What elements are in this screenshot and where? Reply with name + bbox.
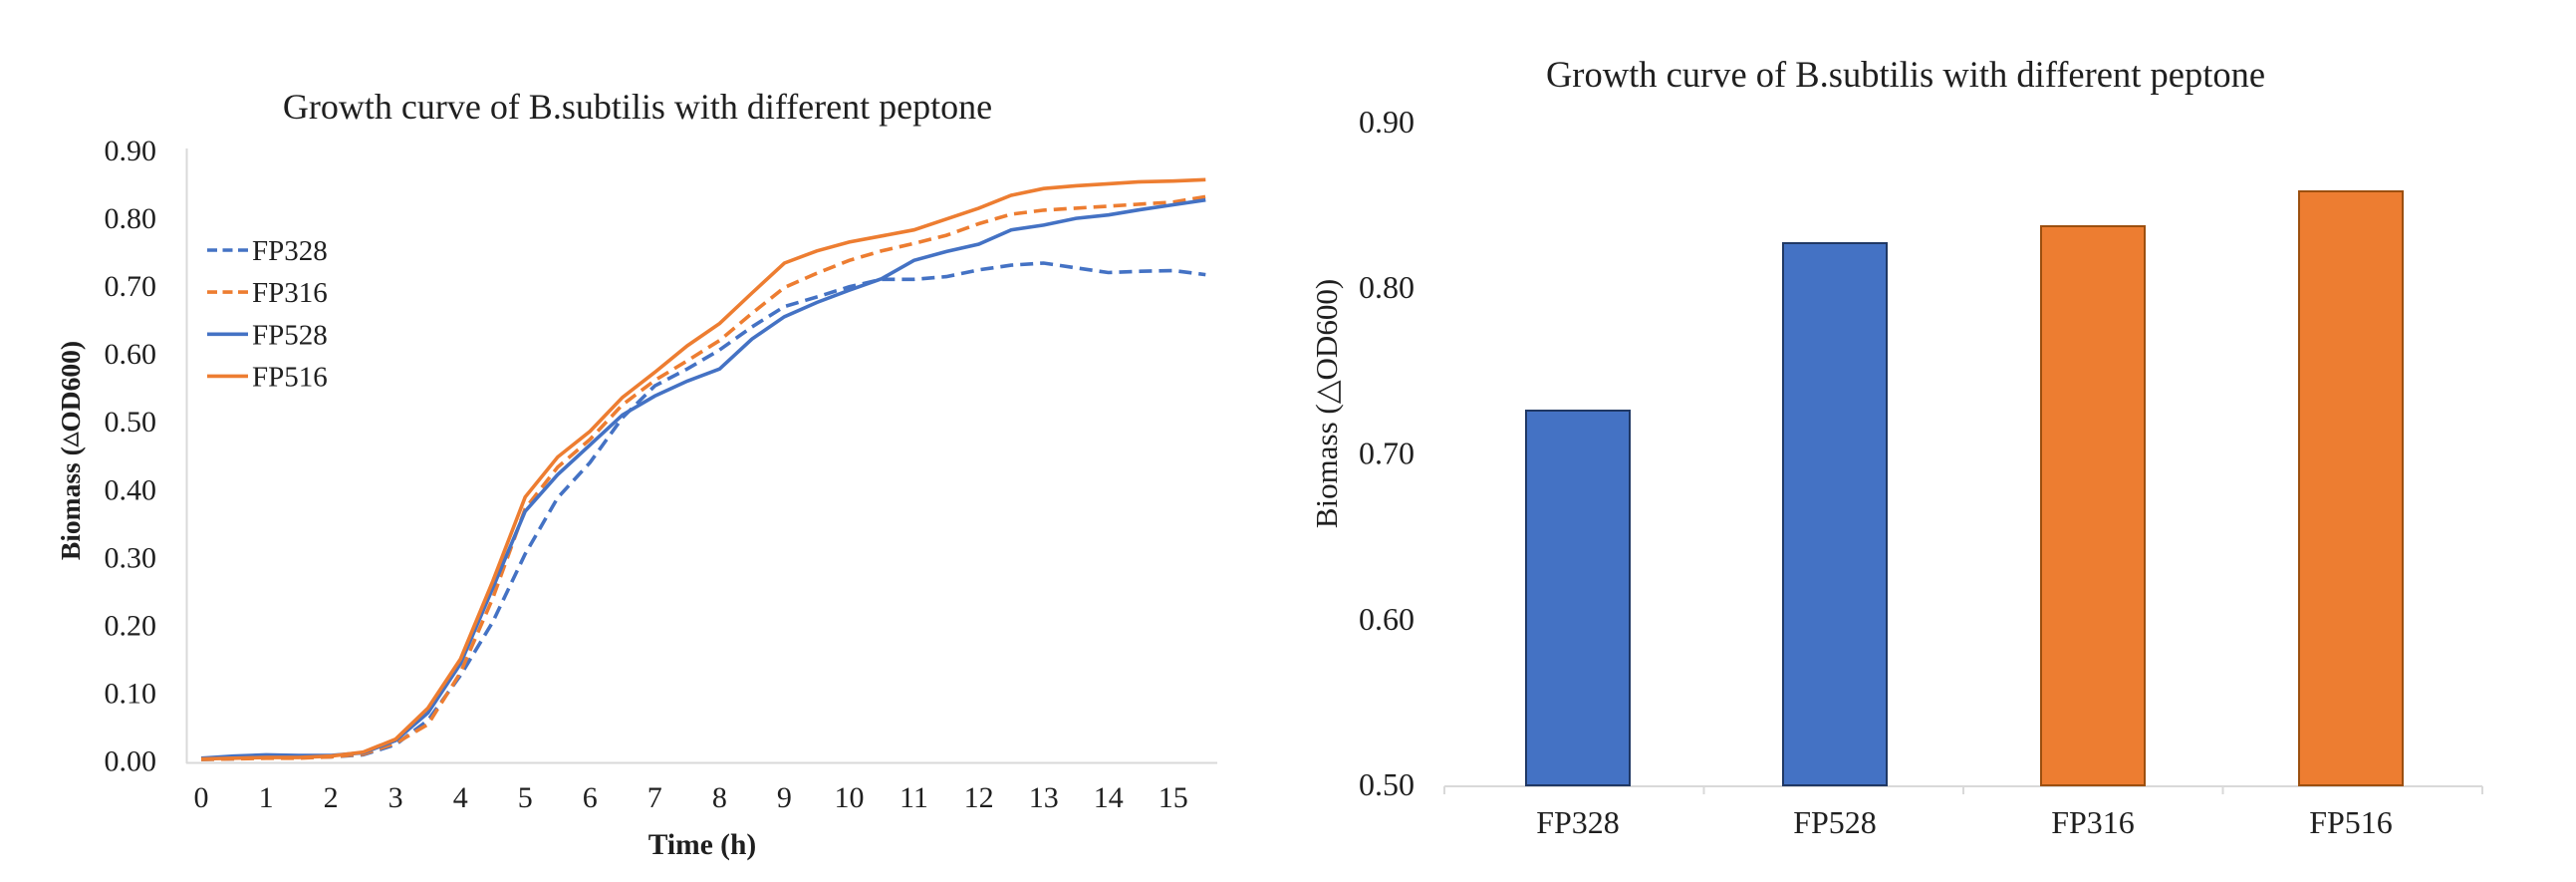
svg-text:FP316: FP316 xyxy=(252,277,328,309)
svg-text:FP316: FP316 xyxy=(2051,804,2135,840)
svg-text:2: 2 xyxy=(324,781,339,814)
svg-text:0.00: 0.00 xyxy=(105,745,157,778)
svg-text:0.70: 0.70 xyxy=(105,270,157,303)
svg-text:0.20: 0.20 xyxy=(105,609,157,642)
svg-text:10: 10 xyxy=(835,781,865,814)
svg-text:Growth curve of B.subtilis wit: Growth curve of B.subtilis with differen… xyxy=(283,87,992,127)
svg-text:12: 12 xyxy=(964,781,994,814)
svg-text:3: 3 xyxy=(388,781,403,814)
svg-text:FP516: FP516 xyxy=(2309,804,2393,840)
svg-text:FP328: FP328 xyxy=(1536,804,1620,840)
svg-text:0.90: 0.90 xyxy=(105,135,157,167)
svg-text:0.10: 0.10 xyxy=(105,678,157,711)
svg-text:0.80: 0.80 xyxy=(105,202,157,235)
svg-text:0.60: 0.60 xyxy=(1359,601,1415,637)
svg-text:1: 1 xyxy=(259,781,274,814)
svg-text:FP528: FP528 xyxy=(1793,804,1877,840)
svg-text:14: 14 xyxy=(1094,781,1124,814)
svg-text:0.50: 0.50 xyxy=(1359,766,1415,802)
svg-text:6: 6 xyxy=(583,781,598,814)
svg-text:5: 5 xyxy=(518,781,533,814)
svg-text:FP516: FP516 xyxy=(252,361,328,393)
svg-text:FP328: FP328 xyxy=(252,235,328,267)
svg-text:15: 15 xyxy=(1159,781,1188,814)
svg-text:0.50: 0.50 xyxy=(105,406,157,439)
svg-text:0.40: 0.40 xyxy=(105,473,157,506)
svg-text:Biomass (△OD600): Biomass (△OD600) xyxy=(1309,279,1344,528)
svg-text:Biomass (△OD600): Biomass (△OD600) xyxy=(55,341,86,560)
svg-text:0.90: 0.90 xyxy=(1359,104,1415,140)
svg-text:4: 4 xyxy=(453,781,468,814)
svg-text:FP528: FP528 xyxy=(252,319,328,351)
svg-text:8: 8 xyxy=(712,781,727,814)
svg-text:11: 11 xyxy=(900,781,928,814)
svg-text:Time (h): Time (h) xyxy=(648,829,756,861)
svg-text:0.70: 0.70 xyxy=(1359,436,1415,471)
svg-text:0: 0 xyxy=(194,781,209,814)
svg-text:0.30: 0.30 xyxy=(105,541,157,574)
svg-text:9: 9 xyxy=(777,781,792,814)
svg-text:13: 13 xyxy=(1029,781,1059,814)
svg-text:7: 7 xyxy=(647,781,662,814)
svg-text:0.60: 0.60 xyxy=(105,338,157,371)
svg-text:Growth curve of B.subtilis wit: Growth curve of B.subtilis with differen… xyxy=(1546,54,2265,95)
svg-text:0.80: 0.80 xyxy=(1359,269,1415,305)
